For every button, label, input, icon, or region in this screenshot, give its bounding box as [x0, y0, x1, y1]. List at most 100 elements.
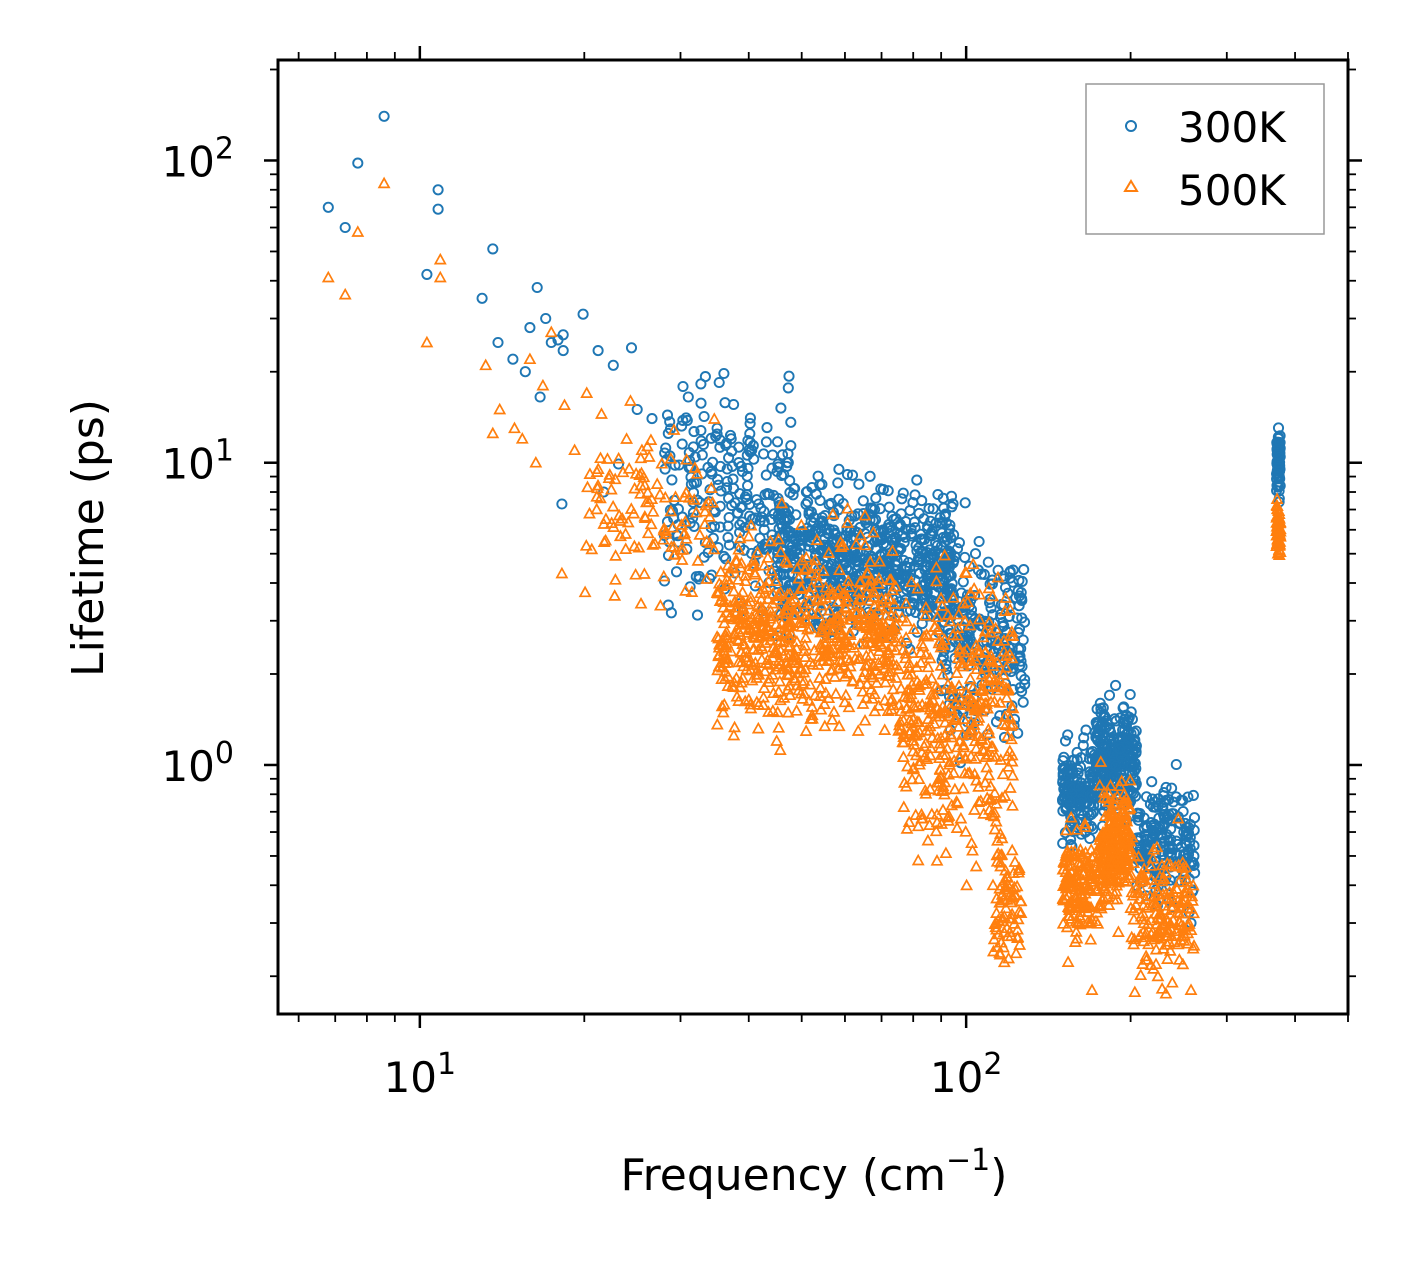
point-500K-1791 [1172, 953, 1186, 965]
point-500K-600 [885, 621, 899, 634]
point-500K-507 [750, 663, 764, 676]
point-500K-1255 [1000, 921, 1014, 934]
point-500K-1113 [986, 749, 999, 762]
point-300K-827 [857, 507, 869, 520]
point-500K-693 [716, 705, 730, 718]
point-500K-33 [689, 505, 703, 518]
point-500K-1425 [1064, 912, 1078, 924]
point-500K-1249 [991, 846, 1005, 859]
point-500K-291 [757, 558, 771, 571]
point-500K-1051 [999, 718, 1013, 730]
point-500K-878 [913, 757, 926, 770]
point-500K-540 [765, 564, 778, 576]
point-300K-191 [744, 446, 756, 458]
point-300K-691 [882, 485, 894, 497]
point-500K-107 [702, 496, 715, 508]
point-500K-1373 [1072, 855, 1086, 868]
point-500K-1005 [972, 612, 986, 625]
point-500K-74 [632, 540, 646, 553]
point-500K-1162 [950, 821, 964, 833]
point-500K-1168 [938, 775, 952, 788]
point-500K-218 [868, 704, 882, 717]
point-300K-1673 [1152, 800, 1164, 812]
point-500K-1429 [1074, 882, 1088, 894]
point-500K-622 [763, 671, 776, 684]
point-500K-931 [932, 772, 946, 785]
point-300K-166 [707, 456, 719, 468]
point-500K-93 [693, 528, 707, 540]
point-500K-808 [900, 822, 914, 834]
point-500K-665 [843, 628, 857, 640]
point-300K-164 [744, 428, 756, 440]
point-300K-1078 [957, 576, 969, 588]
point-500K-569 [795, 620, 809, 632]
point-300K-1874 [421, 268, 433, 280]
point-500K-701 [850, 598, 864, 611]
point-500K-1268 [1014, 894, 1028, 907]
point-300K-1876 [432, 203, 444, 215]
point-500K-157 [829, 687, 843, 699]
point-300K-809 [916, 495, 928, 507]
point-300K-1743 [1147, 824, 1159, 836]
point-500K-1040 [982, 726, 996, 739]
legend-label-300K: 300K [1178, 103, 1287, 152]
point-300K-45 [785, 416, 797, 428]
point-500K-798 [978, 660, 992, 673]
point-500K-597 [758, 607, 772, 619]
point-500K-1409 [1083, 856, 1097, 868]
point-500K-1117 [946, 591, 960, 603]
point-500K-590 [883, 573, 897, 586]
point-500K-475 [802, 694, 816, 706]
point-500K-270 [774, 545, 788, 557]
point-500K-1910 [595, 407, 608, 419]
point-500K-1122 [921, 660, 935, 673]
point-500K-1794 [1173, 915, 1187, 927]
point-500K-1056 [1005, 625, 1019, 637]
point-300K-794 [827, 506, 839, 518]
point-300K-105 [661, 516, 674, 528]
point-500K-1000 [989, 621, 1003, 634]
point-300K-1894 [631, 403, 643, 416]
point-500K-1045 [952, 679, 966, 691]
point-500K-1273 [1070, 823, 1084, 835]
point-500K-666 [866, 670, 880, 683]
point-500K-1119 [968, 703, 982, 716]
point-300K-1869 [1274, 430, 1286, 442]
point-500K-1826 [1179, 872, 1193, 884]
point-300K-913 [938, 502, 950, 514]
point-500K-366 [825, 713, 839, 725]
point-500K-101 [640, 439, 654, 452]
point-300K-821 [870, 492, 882, 504]
point-300K-178 [687, 507, 699, 519]
point-500K-1130 [910, 714, 924, 727]
point-500K-1057 [924, 687, 938, 700]
point-500K-1138 [983, 652, 997, 664]
point-500K-661 [881, 643, 895, 655]
point-500K-1035 [972, 711, 986, 723]
point-300K-106 [681, 414, 693, 426]
point-300K-132 [771, 436, 784, 448]
point-300K-163 [693, 570, 705, 582]
point-500K-342 [770, 593, 784, 605]
point-500K-263 [736, 671, 750, 683]
point-500K-769 [719, 628, 733, 641]
point-300K-1335 [1072, 763, 1084, 776]
point-500K-1761 [1161, 929, 1175, 942]
point-500K-1917 [770, 734, 784, 746]
y-axis-label: Lifetime (ps) [63, 399, 114, 677]
point-500K-1906 [555, 566, 569, 579]
point-500K-1219 [990, 891, 1004, 904]
point-500K-1605 [1095, 856, 1109, 868]
point-500K-1815 [1187, 906, 1201, 919]
point-500K-1184 [919, 723, 933, 736]
point-300K-1792 [1170, 835, 1182, 847]
point-300K-1174 [963, 560, 975, 572]
point-500K-630 [720, 572, 734, 585]
point-300K-1321 [1078, 732, 1090, 744]
point-500K-739 [716, 610, 730, 623]
point-300K-1911 [1103, 689, 1116, 701]
point-300K-1153 [1016, 575, 1028, 587]
point-500K-1262 [1011, 931, 1024, 943]
point-500K-1090 [914, 646, 928, 658]
point-300K-1171 [999, 581, 1012, 594]
